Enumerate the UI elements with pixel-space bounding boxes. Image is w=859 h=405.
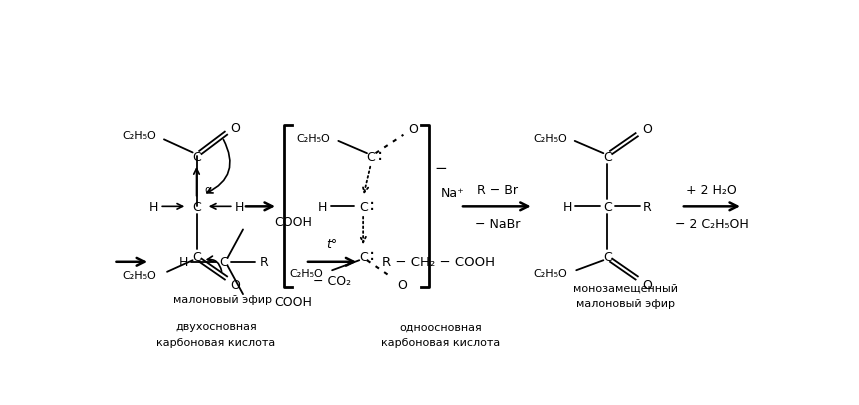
Text: C₂H₅O: C₂H₅O	[123, 270, 156, 280]
Text: H: H	[149, 200, 159, 213]
Text: O: O	[397, 278, 407, 291]
Text: H: H	[179, 256, 188, 269]
Text: C₂H₅O: C₂H₅O	[533, 269, 567, 279]
Text: C₂H₅O: C₂H₅O	[123, 130, 156, 141]
Text: − NaBr: − NaBr	[474, 217, 520, 230]
Text: − CO₂: − CO₂	[313, 274, 351, 287]
Text: C: C	[192, 200, 201, 213]
Text: C: C	[192, 150, 201, 163]
Text: R: R	[643, 200, 652, 213]
Text: −: −	[435, 161, 447, 176]
Text: монозамещенный: монозамещенный	[573, 283, 678, 292]
Text: R − CH₂ − COOH: R − CH₂ − COOH	[382, 256, 496, 269]
Text: C: C	[192, 250, 201, 263]
Text: H: H	[318, 200, 327, 213]
Text: O: O	[230, 121, 241, 134]
Text: одноосновная: одноосновная	[399, 322, 482, 332]
Text: H: H	[563, 200, 571, 213]
Text: C: C	[219, 256, 228, 269]
Text: C: C	[603, 150, 612, 163]
Text: O: O	[643, 278, 653, 291]
Text: малоновый эфир: малоновый эфир	[576, 298, 674, 308]
Text: C: C	[359, 250, 368, 263]
Text: ·: ·	[369, 200, 375, 220]
Text: COOH: COOH	[274, 296, 312, 309]
Text: ·: ·	[369, 250, 375, 269]
Text: ·: ·	[377, 151, 383, 169]
Text: R: R	[259, 256, 268, 269]
Text: ·: ·	[369, 244, 375, 263]
Text: + 2 H₂O: + 2 H₂O	[686, 183, 737, 196]
Text: O: O	[408, 123, 417, 136]
Text: малоновый эфир: малоновый эфир	[174, 294, 272, 304]
Text: C: C	[603, 200, 612, 213]
Text: C: C	[603, 250, 612, 263]
Text: COOH: COOH	[274, 216, 312, 229]
Text: C₂H₅O: C₂H₅O	[533, 134, 567, 143]
Text: R − Br: R − Br	[477, 183, 518, 196]
Text: C: C	[367, 150, 375, 163]
Text: двухосновная: двухосновная	[175, 322, 257, 332]
Text: O: O	[643, 123, 653, 136]
Text: O: O	[230, 278, 241, 291]
Text: карбоновая кислота: карбоновая кислота	[156, 337, 276, 347]
Text: C₂H₅O: C₂H₅O	[297, 134, 331, 143]
Text: Na⁺: Na⁺	[441, 187, 465, 200]
Text: C: C	[359, 200, 368, 213]
Text: − 2 C₂H₅OH: − 2 C₂H₅OH	[675, 217, 749, 230]
Text: H: H	[235, 200, 244, 213]
Text: карбоновая кислота: карбоновая кислота	[381, 337, 500, 347]
Text: ·: ·	[369, 194, 375, 213]
Text: α: α	[204, 185, 210, 195]
Text: t°: t°	[326, 237, 338, 250]
Text: C₂H₅O: C₂H₅O	[289, 269, 323, 279]
Text: ·: ·	[377, 144, 383, 163]
